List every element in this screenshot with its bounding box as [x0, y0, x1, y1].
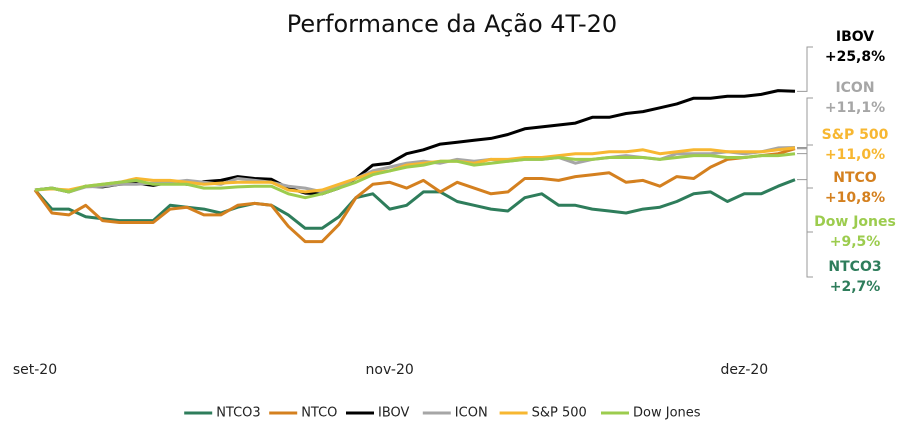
- end-label-value: +9,5%: [830, 234, 881, 250]
- legend-label: NTCO: [301, 406, 337, 421]
- end-label-value: +10,8%: [825, 190, 885, 206]
- legend-label: Dow Jones: [633, 406, 701, 421]
- legend-label: IBOV: [378, 406, 410, 421]
- end-label-value: +2,7%: [830, 279, 881, 295]
- end-label-value: +11,0%: [825, 147, 885, 163]
- leader-line: [797, 179, 813, 278]
- end-label-name: S&P 500: [822, 127, 889, 143]
- series-line: [34, 146, 796, 194]
- end-label-name: Dow Jones: [814, 214, 896, 230]
- legend-label: S&P 500: [532, 406, 587, 421]
- end-label-value: +25,8%: [825, 49, 885, 65]
- leader-line: [797, 46, 813, 92]
- x-tick-label: nov-20: [366, 362, 414, 378]
- x-tick-label: set-20: [13, 362, 57, 378]
- series-line: [33, 178, 796, 230]
- end-label-value: +11,1%: [825, 100, 885, 116]
- end-label-name: ICON: [835, 80, 874, 96]
- leader-line: [797, 148, 813, 189]
- series-line: [34, 146, 796, 194]
- end-label-name: NTCO3: [828, 259, 881, 275]
- end-label-name: IBOV: [836, 29, 874, 45]
- leader-line: [797, 144, 813, 149]
- leader-line: [797, 97, 813, 149]
- x-tick-label: dez-20: [720, 362, 768, 378]
- chart-title: Performance da Ação 4T-20: [287, 10, 617, 38]
- legend-label: NTCO3: [216, 406, 260, 421]
- legend-label: ICON: [455, 406, 488, 421]
- end-label-name: NTCO: [833, 170, 877, 186]
- series-line: [34, 152, 796, 200]
- series-line: [33, 147, 796, 244]
- leader-line: [797, 153, 813, 233]
